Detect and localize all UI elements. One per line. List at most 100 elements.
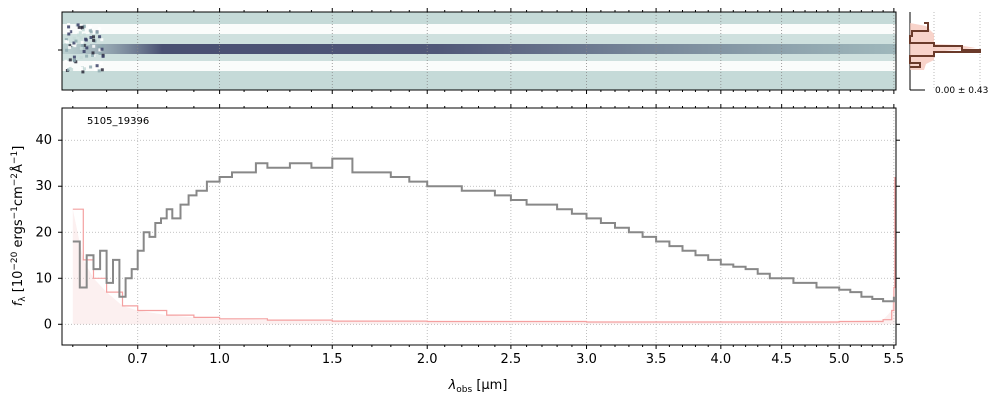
profile-line [909, 22, 981, 68]
plot-background [62, 108, 896, 345]
uncertainty-line [72, 177, 896, 323]
noise-pixel [89, 65, 93, 69]
spectrum-2d-noise [64, 23, 105, 74]
noise-pixel [85, 54, 89, 58]
noise-pixel [72, 36, 76, 40]
noise-pixel [92, 44, 96, 48]
noise-pixel [82, 50, 86, 53]
noise-pixel [98, 48, 102, 52]
noise-pixel [82, 43, 86, 47]
noise-pixel [79, 46, 83, 50]
y-tick-labels: 0 10 20 30 40 [35, 133, 52, 332]
noise-pixel [89, 36, 93, 39]
noise-pixel [81, 28, 85, 32]
noise-pixel [100, 68, 104, 72]
noise-pixel [95, 64, 99, 68]
x-axis-label: λobs [μm] [448, 378, 508, 395]
noise-pixel [72, 41, 76, 45]
spectrum-1d-panel: 0.7 1.0 1.5 2.0 2.5 3.0 3.5 4.0 4.5 5.0 5.5 0 10 20 3… [10, 104, 904, 395]
noise-pixel [92, 61, 96, 65]
spectrum-2d-frame [61, 11, 897, 91]
spectrum-2d-grid [137, 12, 895, 90]
noise-pixel [99, 62, 103, 66]
x-tick-label: 5.5 [884, 352, 905, 367]
noise-pixel [67, 30, 71, 34]
noise-pixel [79, 56, 83, 59]
noise-pixel [101, 44, 105, 48]
gridlines [62, 108, 896, 345]
noise-pixel [92, 38, 96, 42]
noise-pixel [87, 26, 91, 30]
noise-pixel [67, 25, 71, 29]
noise-pixel [68, 44, 72, 48]
noise-pixel [83, 67, 86, 71]
noise-pixel [98, 52, 102, 55]
noise-pixel [72, 55, 76, 59]
noise-pixel [97, 45, 101, 49]
noise-pixel [68, 58, 72, 62]
y-tick-label: 0 [44, 317, 52, 332]
noise-pixel [70, 68, 74, 71]
noise-pixel [86, 42, 90, 46]
noise-pixel [82, 33, 86, 37]
x-tick-label: 4.5 [771, 352, 792, 367]
noise-pixel [64, 59, 68, 63]
noise-pixel [100, 47, 104, 51]
noise-pixel [69, 30, 73, 34]
noise-pixel [74, 39, 78, 43]
noise-pixel [82, 25, 86, 29]
noise-pixel [101, 54, 105, 58]
y-tick-label: 30 [35, 179, 52, 194]
noise-pixel [79, 36, 83, 40]
noise-pixel [85, 46, 89, 50]
noise-pixel [95, 30, 99, 34]
noise-pixel [84, 37, 88, 41]
noise-pixel [89, 30, 93, 34]
x-tick-label: 4.0 [710, 352, 731, 367]
noise-pixel [66, 40, 69, 44]
x-tick-label: 2.5 [501, 352, 522, 367]
noise-pixel [80, 25, 84, 29]
noise-pixel [67, 32, 71, 36]
flux-line [72, 157, 895, 303]
y-axis-label: fλ [10−20 ergs−1cm−2Å−1] [10, 146, 28, 307]
noise-pixel [67, 65, 70, 69]
noise-pixel [81, 70, 85, 74]
noise-pixel [77, 25, 81, 29]
x-tick-label: 3.0 [576, 352, 597, 367]
spectrum-2d-panel [58, 8, 897, 94]
noise-pixel [91, 51, 95, 55]
noise-pixel [92, 35, 95, 39]
noise-pixel [76, 23, 80, 27]
y-tick-label: 20 [35, 225, 52, 240]
noise-pixel [67, 23, 71, 27]
noise-pixel [64, 40, 68, 43]
y-tick-label: 10 [35, 271, 52, 286]
noise-pixel [64, 38, 68, 42]
x-tick-label: 2.0 [417, 352, 438, 367]
noise-pixel [81, 44, 85, 47]
x-tick-label: 1.0 [209, 352, 230, 367]
y-tick-label: 40 [35, 133, 52, 148]
plot-frame [61, 107, 897, 346]
noise-pixel [79, 66, 83, 70]
noise-pixel [77, 33, 81, 37]
noise-pixel [67, 68, 70, 72]
noise-pixel [65, 48, 69, 52]
noise-pixel [78, 31, 82, 35]
profile-panel: 0.00 ± 0.43 [909, 12, 988, 96]
noise-pixel [68, 45, 72, 49]
noise-pixel [98, 35, 102, 39]
noise-pixel [88, 28, 92, 32]
noise-pixel [98, 27, 102, 31]
spectrum-2d-trace [62, 44, 896, 54]
x-tick-labels: 0.7 1.0 1.5 2.0 2.5 3.0 3.5 4.0 4.5 5.0 5.5 [127, 352, 904, 367]
noise-pixel [93, 67, 97, 71]
noise-pixel [72, 59, 76, 62]
x-tick-label: 1.5 [322, 352, 343, 367]
noise-pixel [97, 69, 101, 73]
noise-pixel [100, 38, 104, 42]
x-tick-label: 5.0 [829, 352, 850, 367]
noise-pixel [73, 44, 77, 48]
